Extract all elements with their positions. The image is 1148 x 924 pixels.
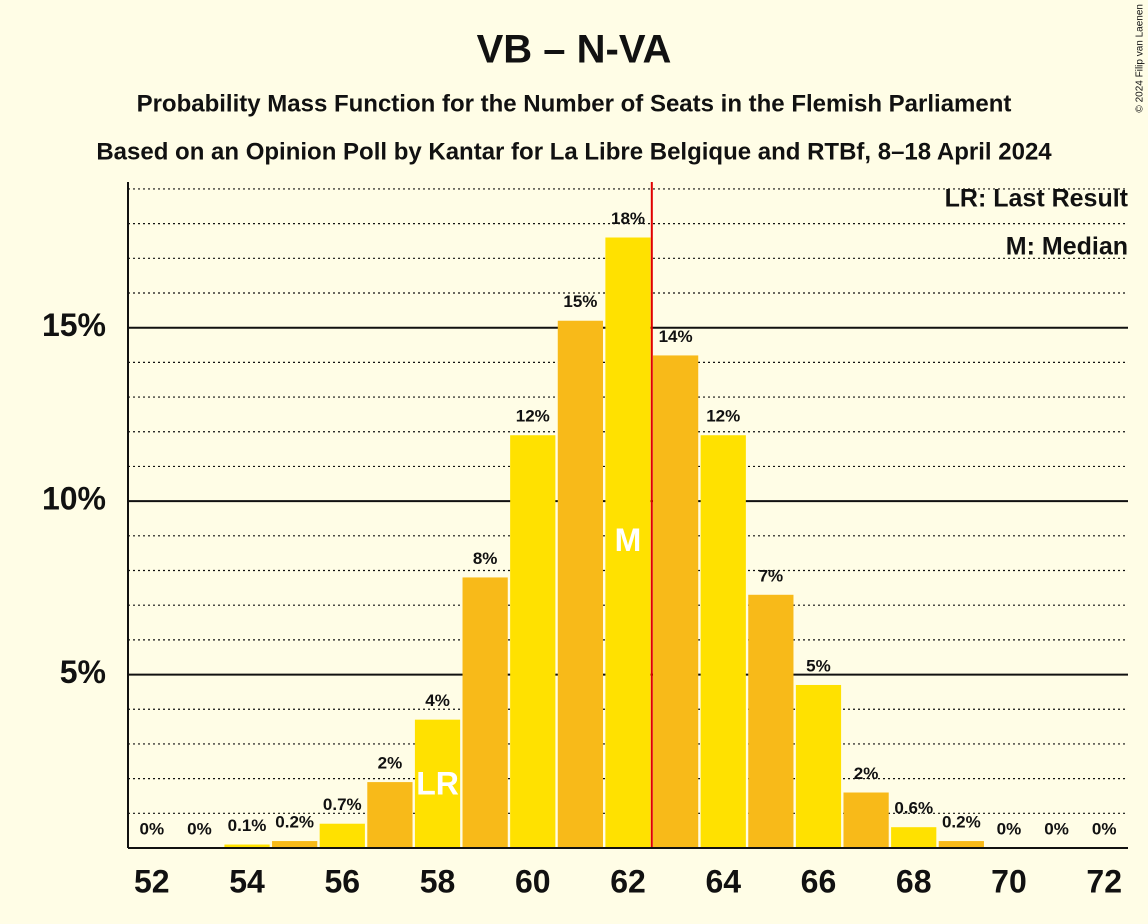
value-label: 4%: [425, 691, 450, 710]
bar: [224, 844, 270, 848]
bar: [462, 577, 508, 848]
legend-entry: LR: Last Result: [945, 185, 1129, 213]
x-tick-label: 56: [324, 863, 360, 899]
chart-subtitle: Based on an Opinion Poll by Kantar for L…: [96, 138, 1052, 165]
value-label: 8%: [473, 549, 498, 568]
last-result-marker: LR: [416, 765, 459, 801]
y-tick-label: 5%: [60, 654, 106, 690]
bar: [510, 435, 556, 848]
value-label: 0.2%: [275, 813, 314, 832]
value-label: 0.6%: [894, 799, 933, 818]
bar: [795, 684, 842, 848]
value-label: 0.2%: [942, 813, 981, 832]
bar: [557, 320, 603, 848]
legend-entry: M: Median: [1006, 233, 1128, 261]
x-tick-label: 64: [705, 863, 741, 899]
value-label: 0%: [997, 819, 1022, 838]
value-label: 14%: [659, 327, 693, 346]
value-label: 12%: [516, 407, 550, 426]
bar: [272, 841, 318, 848]
chart-title: VB – N-VA: [477, 28, 672, 72]
value-label: 2%: [854, 764, 879, 783]
x-tick-label: 54: [229, 863, 265, 899]
value-label: 0%: [140, 819, 165, 838]
x-tick-label: 58: [420, 863, 456, 899]
x-tick-label: 66: [801, 863, 837, 899]
bar: [938, 841, 984, 848]
x-tick-label: 52: [134, 863, 170, 899]
x-tick-label: 72: [1086, 863, 1122, 899]
copyright: © 2024 Filip van Laenen: [1135, 4, 1146, 113]
y-tick-label: 15%: [42, 307, 106, 343]
chart-subtitle: Probability Mass Function for the Number…: [137, 90, 1012, 117]
value-label: 7%: [759, 566, 784, 585]
bar: [843, 792, 889, 848]
bar: [319, 823, 365, 848]
value-label: 0%: [187, 819, 212, 838]
x-tick-label: 60: [515, 863, 551, 899]
bar: [748, 594, 794, 848]
bar: [367, 782, 413, 848]
bar: [891, 827, 937, 848]
y-tick-label: 10%: [42, 481, 106, 517]
value-label: 0.1%: [228, 816, 267, 835]
value-label: 15%: [563, 292, 597, 311]
bar: [605, 237, 651, 848]
bar: [700, 435, 746, 848]
bar: [414, 719, 461, 848]
value-label: 2%: [378, 754, 403, 773]
value-label: 0.7%: [323, 795, 362, 814]
bar: [653, 355, 699, 848]
value-label: 12%: [706, 407, 740, 426]
median-marker: M: [615, 522, 642, 558]
x-tick-label: 68: [896, 863, 932, 899]
value-label: 0%: [1092, 819, 1117, 838]
x-tick-label: 62: [610, 863, 646, 899]
value-label: 0%: [1044, 819, 1069, 838]
value-label: 5%: [806, 656, 831, 675]
value-label: 18%: [611, 209, 645, 228]
x-tick-label: 70: [991, 863, 1027, 899]
